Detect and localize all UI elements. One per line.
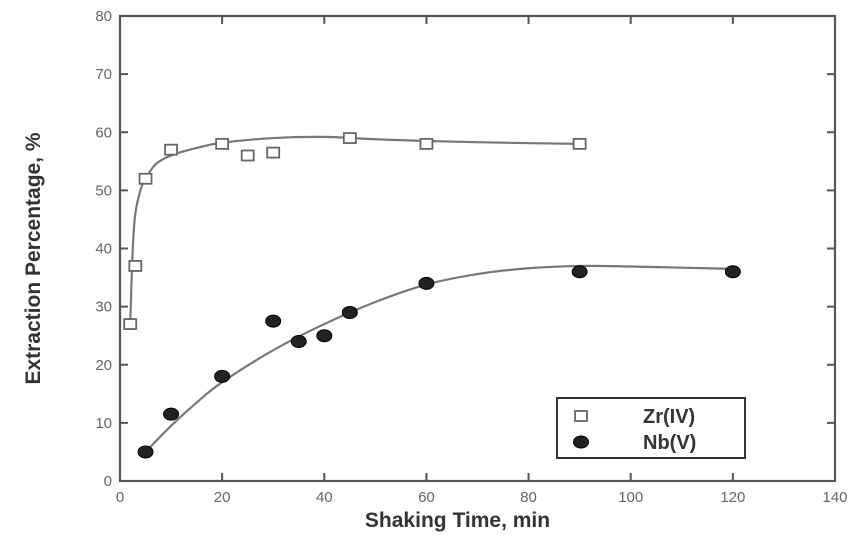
y-axis-title: Extraction Percentage, % (22, 132, 45, 384)
legend: Zr(IV) Nb(V) (556, 397, 746, 459)
zr-iv-fit-line (129, 135, 580, 325)
y-tick-label: 20 (95, 357, 112, 374)
nb-v-point (137, 445, 154, 459)
axes: 0 20 40 60 80 100 120 140 0 10 20 30 40 50 60 70 80 (95, 8, 847, 506)
legend-entries: Zr(IV) Nb(V) (573, 406, 696, 454)
zr-iv-point (164, 143, 178, 156)
y-tick-label: 80 (95, 8, 112, 25)
legend-label: Nb(V) (643, 432, 696, 454)
nb-v-fit-line (144, 264, 733, 453)
axis-titles: Shaking Time, min Extraction Percentage,… (22, 132, 550, 532)
y-tick-label: 10 (95, 415, 112, 432)
zr-iv-point (123, 318, 138, 330)
x-tick-label: 40 (316, 489, 333, 506)
y-tick-label: 0 (104, 473, 112, 490)
zr-iv-point (138, 172, 153, 185)
x-tick-label: 100 (618, 489, 643, 506)
y-tick-label: 70 (95, 66, 112, 83)
nb-v-point (265, 314, 282, 328)
nb-v-point (418, 276, 435, 290)
nb-v-point (341, 305, 358, 319)
legend-marker-zr (574, 410, 588, 422)
zr-iv-point (266, 146, 281, 159)
x-tick-label: 0 (116, 489, 124, 506)
y-tick-label: 50 (95, 182, 112, 199)
x-tick-label: 120 (720, 489, 745, 506)
nb-v-point (290, 335, 307, 348)
x-tick-label: 60 (418, 489, 435, 506)
y-tick-label: 30 (95, 299, 112, 316)
zr-iv-point (572, 137, 587, 150)
y-tick-label: 60 (95, 124, 112, 141)
legend-marker-nb (573, 435, 589, 449)
zr-iv-point (128, 260, 143, 272)
legend-box (556, 397, 746, 459)
x-tick-label: 20 (214, 489, 231, 506)
y-tick-label: 40 (95, 241, 112, 258)
x-axis-title: Shaking Time, min (365, 509, 550, 532)
data-points (123, 132, 741, 459)
nb-v-point (214, 369, 231, 383)
zr-iv-point (215, 137, 230, 150)
nb-v-point (316, 329, 333, 343)
x-tick-label: 140 (822, 489, 847, 506)
zr-iv-point (240, 149, 255, 162)
zr-iv-point (419, 137, 434, 150)
nb-v-point (571, 265, 588, 279)
nb-v-point (724, 265, 741, 279)
legend-label: Zr(IV) (643, 406, 695, 428)
zr-iv-point (342, 132, 357, 144)
x-tick-label: 80 (520, 489, 537, 506)
nb-v-point (163, 407, 180, 421)
